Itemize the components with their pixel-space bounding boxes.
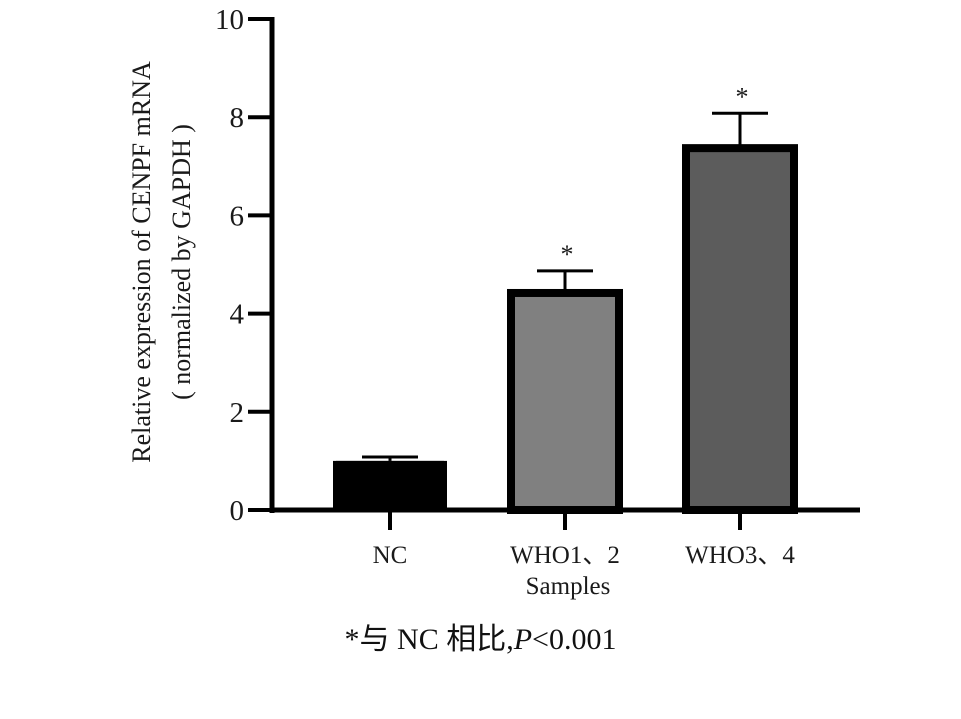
y-axis-label-line: ( normalized by GAPDH ) (167, 124, 196, 400)
x-tick-label: NC (373, 542, 408, 569)
x-axis-label: Samples (526, 573, 611, 600)
bars: ** (333, 82, 798, 514)
caption-p-value: <0.001 (532, 623, 617, 656)
x-tick-label: WHO3、4 (685, 542, 795, 569)
significance-marker: * (736, 82, 749, 111)
figure-caption: *与 NC 相比,P<0.001 (0, 614, 961, 658)
bar-WHO3、4 (682, 144, 798, 514)
y-axis-label-line: Relative expression of CENPF mRNA (127, 61, 156, 463)
y-axis-label: Relative expression of CENPF mRNA ( norma… (127, 61, 196, 463)
y-tick-label: 4 (230, 299, 245, 331)
x-tick-label: WHO1、2 (510, 542, 620, 569)
bar-WHO1、2 (507, 288, 623, 514)
y-tick-label: 0 (230, 495, 245, 527)
y-tick-label: 6 (230, 200, 245, 232)
caption-p-label: P (513, 623, 533, 656)
y-tick-label: 8 (230, 102, 245, 134)
significance-marker: * (561, 240, 574, 269)
caption-prefix: *与 NC 相比, (344, 623, 514, 656)
y-tick-label: 10 (215, 4, 244, 36)
bar-fill (333, 460, 447, 510)
y-tick-label: 2 (230, 397, 245, 429)
axes: 0 2 4 6 8 10 NC WHO1、2 WHO3、4 (215, 4, 860, 569)
